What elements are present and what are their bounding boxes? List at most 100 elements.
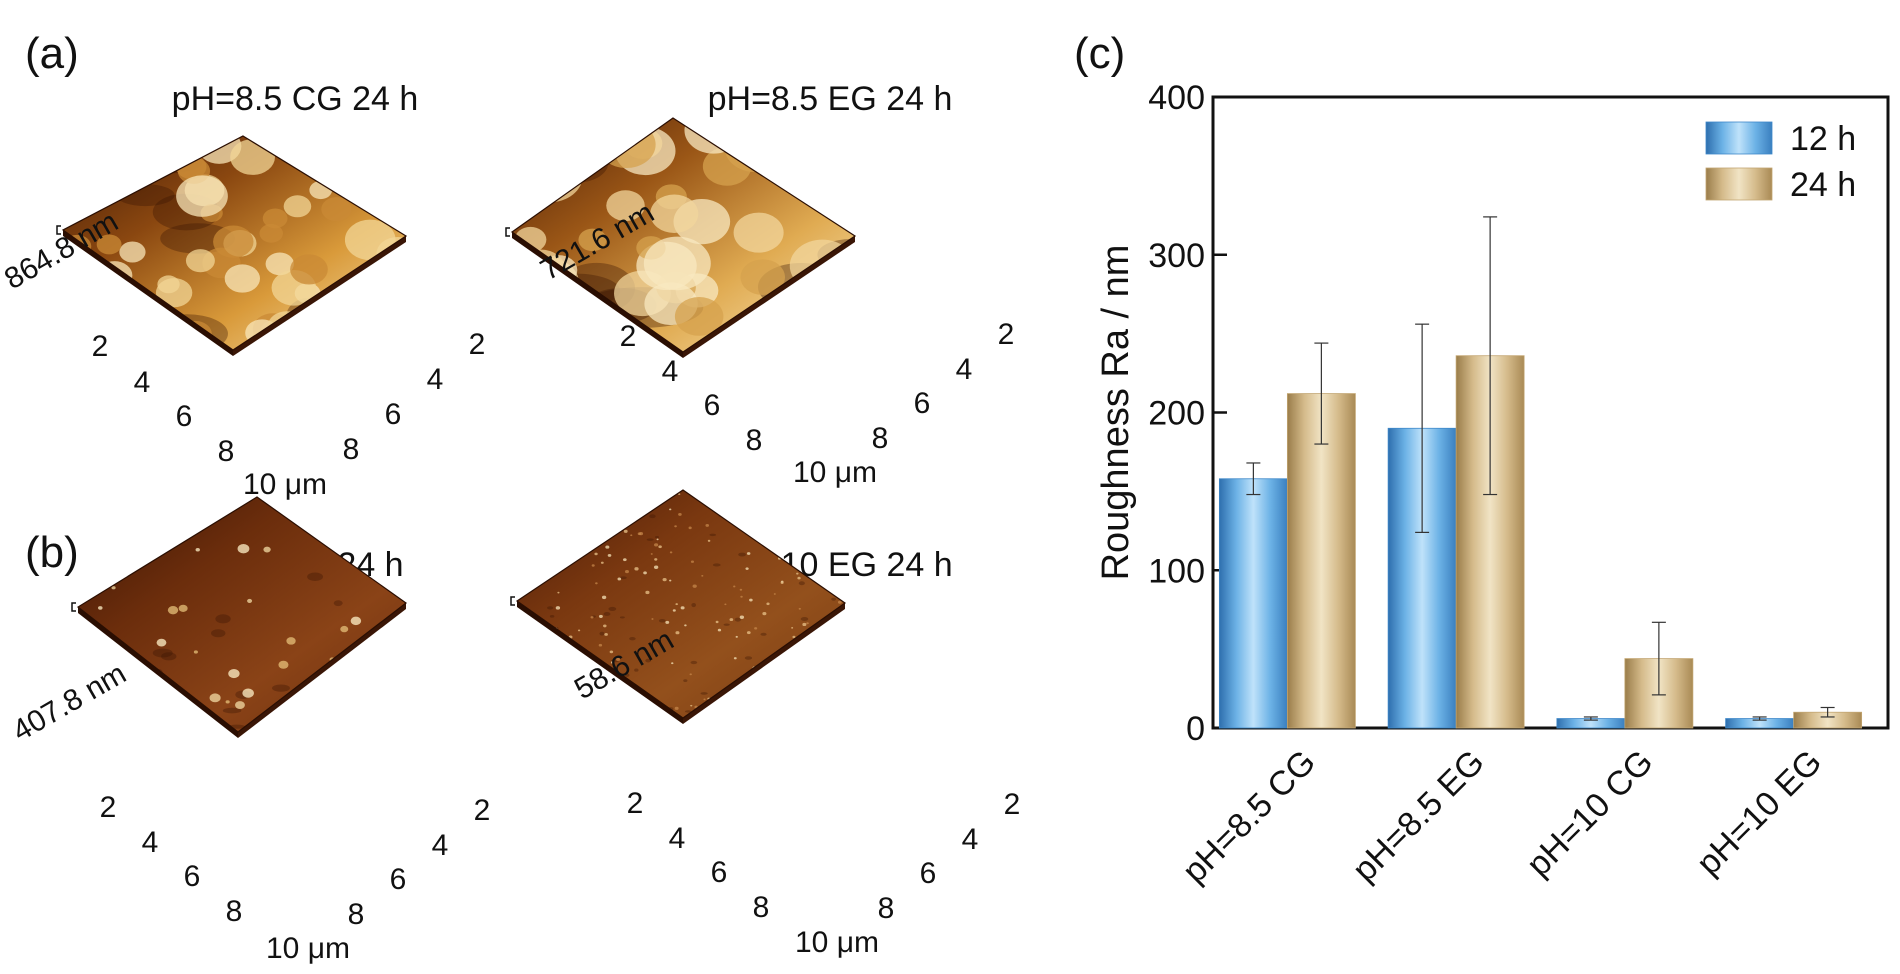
afm-shadow: [579, 497, 587, 501]
afm-shadow: [573, 663, 581, 669]
afm-shadow: [835, 702, 841, 706]
afm-tick: 6: [184, 860, 201, 893]
afm-feature: [590, 616, 594, 619]
bar-24h-0: [1286, 393, 1356, 729]
afm-feature: [806, 312, 855, 352]
afm-feature: [754, 627, 758, 630]
x-category-label: pH=10 EG: [1689, 743, 1829, 883]
afm-feature: [225, 700, 230, 704]
afm-shadow: [89, 555, 107, 563]
afm-shadow: [624, 673, 630, 677]
afm-shadow: [307, 572, 324, 581]
afm-shadow: [63, 168, 140, 196]
afm-tick: 8: [872, 422, 889, 455]
afm-feature: [765, 506, 768, 509]
afm-feature: [532, 683, 537, 687]
afm-feature: [391, 156, 406, 177]
afm-feature: [650, 553, 653, 555]
afm-right-ticks-ph10-cg: 2 4 6 8: [348, 794, 491, 931]
afm-feature: [386, 637, 391, 642]
afm-feature: [548, 671, 553, 675]
afm-feature: [799, 693, 802, 696]
afm-tick: 8: [218, 435, 235, 468]
afm-feature: [787, 297, 819, 324]
afm-feature: [603, 624, 607, 628]
afm-feature: [63, 139, 75, 159]
y-tick-label: 300: [1148, 237, 1205, 275]
afm-feature: [781, 661, 786, 665]
afm-feature: [385, 306, 406, 329]
afm-feature: [186, 510, 195, 518]
afm-feature: [814, 711, 817, 714]
afm-feature: [791, 627, 794, 629]
afm-feature: [662, 577, 667, 582]
afm-feature: [89, 136, 132, 161]
afm-left-ticks-ph10-cg: 2 4 6 8: [100, 791, 243, 928]
afm-outline: [61, 135, 408, 351]
afm-feature: [551, 118, 608, 160]
afm-tick: 4: [134, 366, 151, 399]
afm-side-wall: [683, 236, 855, 358]
afm-feature: [283, 195, 312, 218]
afm-feature: [766, 602, 770, 606]
afm-outline: [515, 489, 847, 719]
afm-feature: [344, 219, 396, 261]
afm-feature: [551, 528, 554, 531]
legend-swatch: [1705, 121, 1773, 155]
afm-feature: [185, 249, 215, 273]
afm-feature: [597, 121, 656, 169]
afm-tick: 8: [226, 895, 243, 928]
afm-feature: [550, 550, 554, 554]
afm-feature: [541, 519, 544, 522]
afm-feature: [156, 638, 167, 647]
afm-feature: [671, 662, 674, 665]
afm-shadow: [709, 533, 717, 537]
afm-unit-label-ph10-cg: 10 μm: [266, 932, 350, 965]
afm-feature: [762, 612, 767, 616]
afm-feature: [674, 525, 677, 528]
afm-feature: [167, 606, 179, 615]
afm-shadow: [691, 603, 696, 608]
afm-tick: 8: [343, 433, 360, 466]
afm-feature: [555, 606, 561, 610]
afm-feature: [793, 510, 797, 514]
afm-feature: [674, 297, 724, 336]
afm-side-wall: [512, 232, 683, 358]
afm-feature: [672, 609, 676, 612]
afm-shadow: [545, 513, 553, 517]
afm-surface-ph10-eg: [510, 489, 847, 724]
afm-feature: [616, 657, 621, 662]
afm-shadow: [89, 523, 100, 530]
afm-shadow: [649, 514, 656, 519]
afm-shadow: [540, 143, 609, 183]
afm-feature: [675, 631, 680, 635]
afm-feature: [548, 501, 552, 504]
afm-feature: [578, 228, 607, 252]
afm-shadow: [658, 619, 666, 623]
afm-feature: [758, 692, 763, 696]
afm-feature: [645, 708, 649, 711]
afm-feature: [805, 685, 811, 690]
afm-shadow: [738, 552, 746, 557]
afm-feature: [746, 552, 751, 555]
afm-feature: [382, 299, 406, 319]
afm-feature: [364, 530, 371, 535]
afm-feature: [740, 259, 786, 296]
afm-feature: [645, 590, 650, 595]
afm-right-ticks-ph85-eg: 2 4 6 8: [872, 318, 1015, 455]
afm-surface-base: [78, 497, 406, 732]
afm-feature: [637, 532, 642, 536]
afm-tick: 4: [427, 363, 444, 396]
afm-feature: [640, 661, 644, 664]
afm-feature: [340, 625, 349, 633]
afm-feature: [531, 651, 536, 655]
afm-height-label-ph10-cg: 407.8 nm: [7, 657, 132, 748]
afm-feature: [674, 706, 679, 710]
afm-feature: [591, 564, 595, 567]
afm-feature: [329, 672, 337, 679]
afm-unit-label-ph85-eg: 10 μm: [793, 456, 877, 489]
afm-shadow: [558, 673, 564, 677]
afm-feature: [262, 208, 288, 229]
afm-feature: [658, 545, 662, 549]
error-bar: [1820, 706, 1835, 718]
